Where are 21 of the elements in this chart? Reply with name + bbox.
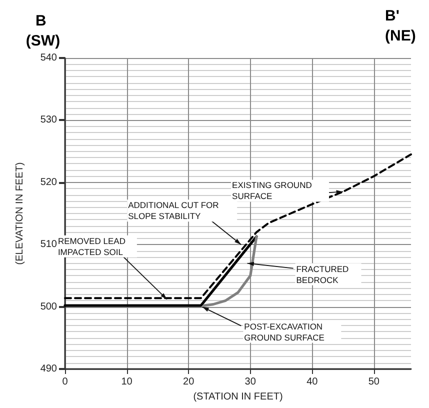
annotation: ADDITIONAL CUT FOR SLOPE STABILITY [128, 200, 222, 222]
chart-title: B (SW) [26, 12, 60, 50]
annotation: POST-EXCAVATION GROUND SURFACE [244, 321, 325, 342]
y-tick-label: 530 [40, 114, 58, 126]
y-tick-label: 510 [40, 239, 58, 250]
text: B' (NE) [385, 8, 416, 44]
y-tick-label: 500 [40, 301, 58, 312]
x-tick-label: 20 [183, 376, 195, 388]
x-tick-label: 30 [244, 376, 256, 388]
x-tick-label: 40 [306, 376, 318, 388]
x-tick-label: 10 [121, 376, 133, 388]
y-axis-title: (ELEVATION IN FEET) [14, 162, 26, 265]
y-tick-label: 490 [40, 364, 58, 374]
annotation: REMOVED LEAD IMPACTED SOIL [58, 236, 128, 257]
annotation: EXISTING GROUND SURFACE [232, 180, 314, 202]
annotation: FRACTURED BEDROCK [296, 264, 352, 285]
x-tick-label: 0 [62, 376, 68, 388]
y-tick-label: 520 [40, 176, 58, 188]
x-tick-label: 50 [368, 376, 380, 388]
y-tick-label: 540 [40, 52, 58, 64]
x-axis-title: (STATION IN FEET) [193, 391, 283, 402]
